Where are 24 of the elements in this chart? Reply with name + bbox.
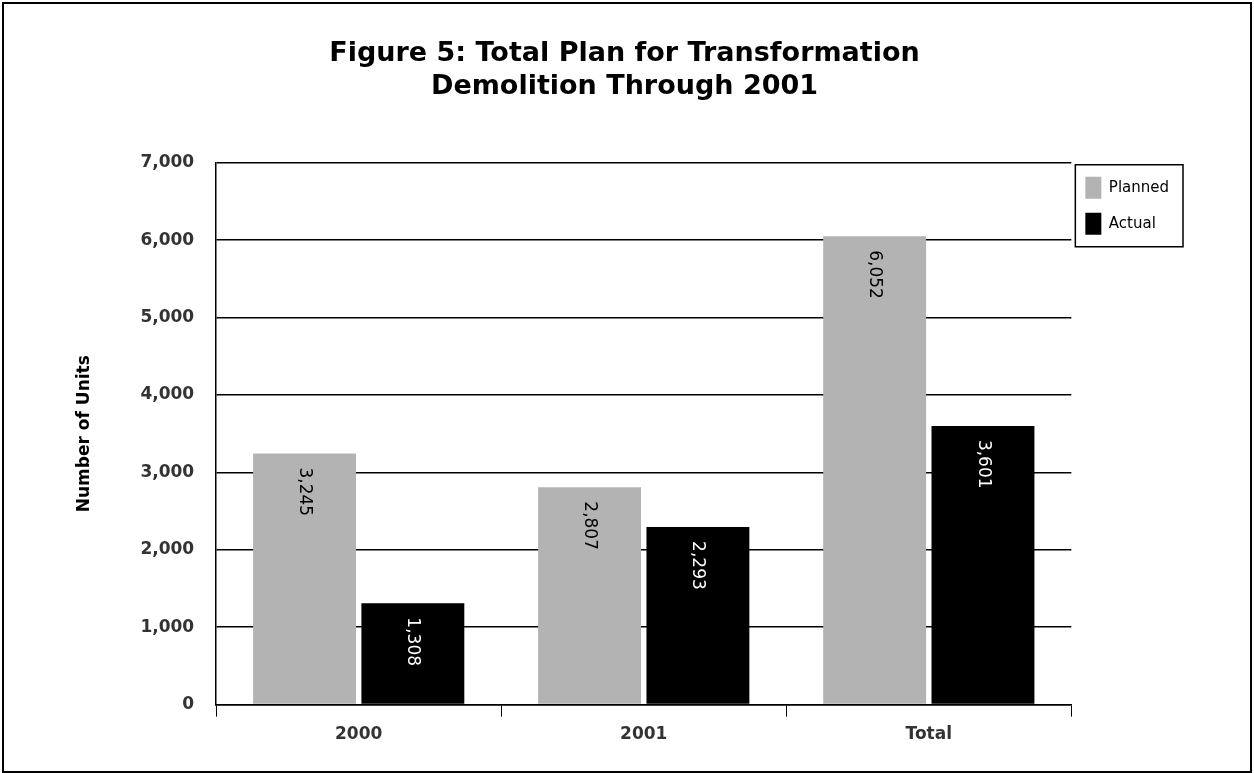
x-tick-label: Total [905, 723, 953, 744]
y-tick-label: 3,000 [140, 460, 195, 481]
y-axis-title: Number of Units [72, 355, 93, 513]
y-tick-label: 2,000 [140, 538, 195, 559]
y-tick-label: 1,000 [140, 615, 195, 636]
bar [538, 487, 642, 704]
chart-title: Figure 5: Total Plan for Transformation Demolition Through 2001 [329, 36, 920, 100]
data-label: 2,293 [689, 541, 710, 590]
data-label: 6,052 [866, 250, 887, 299]
y-tick-label: 0 [182, 693, 195, 714]
bar [823, 236, 927, 704]
y-tick-label: 7,000 [140, 151, 195, 172]
data-label: 1,308 [404, 617, 425, 667]
legend-label: Planned [1108, 177, 1169, 196]
data-label: 3,601 [974, 439, 995, 489]
legend-label: Actual [1108, 213, 1156, 232]
y-tick-label: 6,000 [140, 228, 195, 249]
y-tick-label: 4,000 [140, 383, 195, 404]
x-tick-label: 2001 [620, 723, 668, 744]
x-tick-label: 2000 [335, 723, 383, 744]
bar [253, 453, 356, 704]
y-tick-label: 5,000 [140, 306, 195, 327]
data-label: 3,245 [296, 467, 317, 517]
data-label: 2,807 [581, 501, 602, 551]
